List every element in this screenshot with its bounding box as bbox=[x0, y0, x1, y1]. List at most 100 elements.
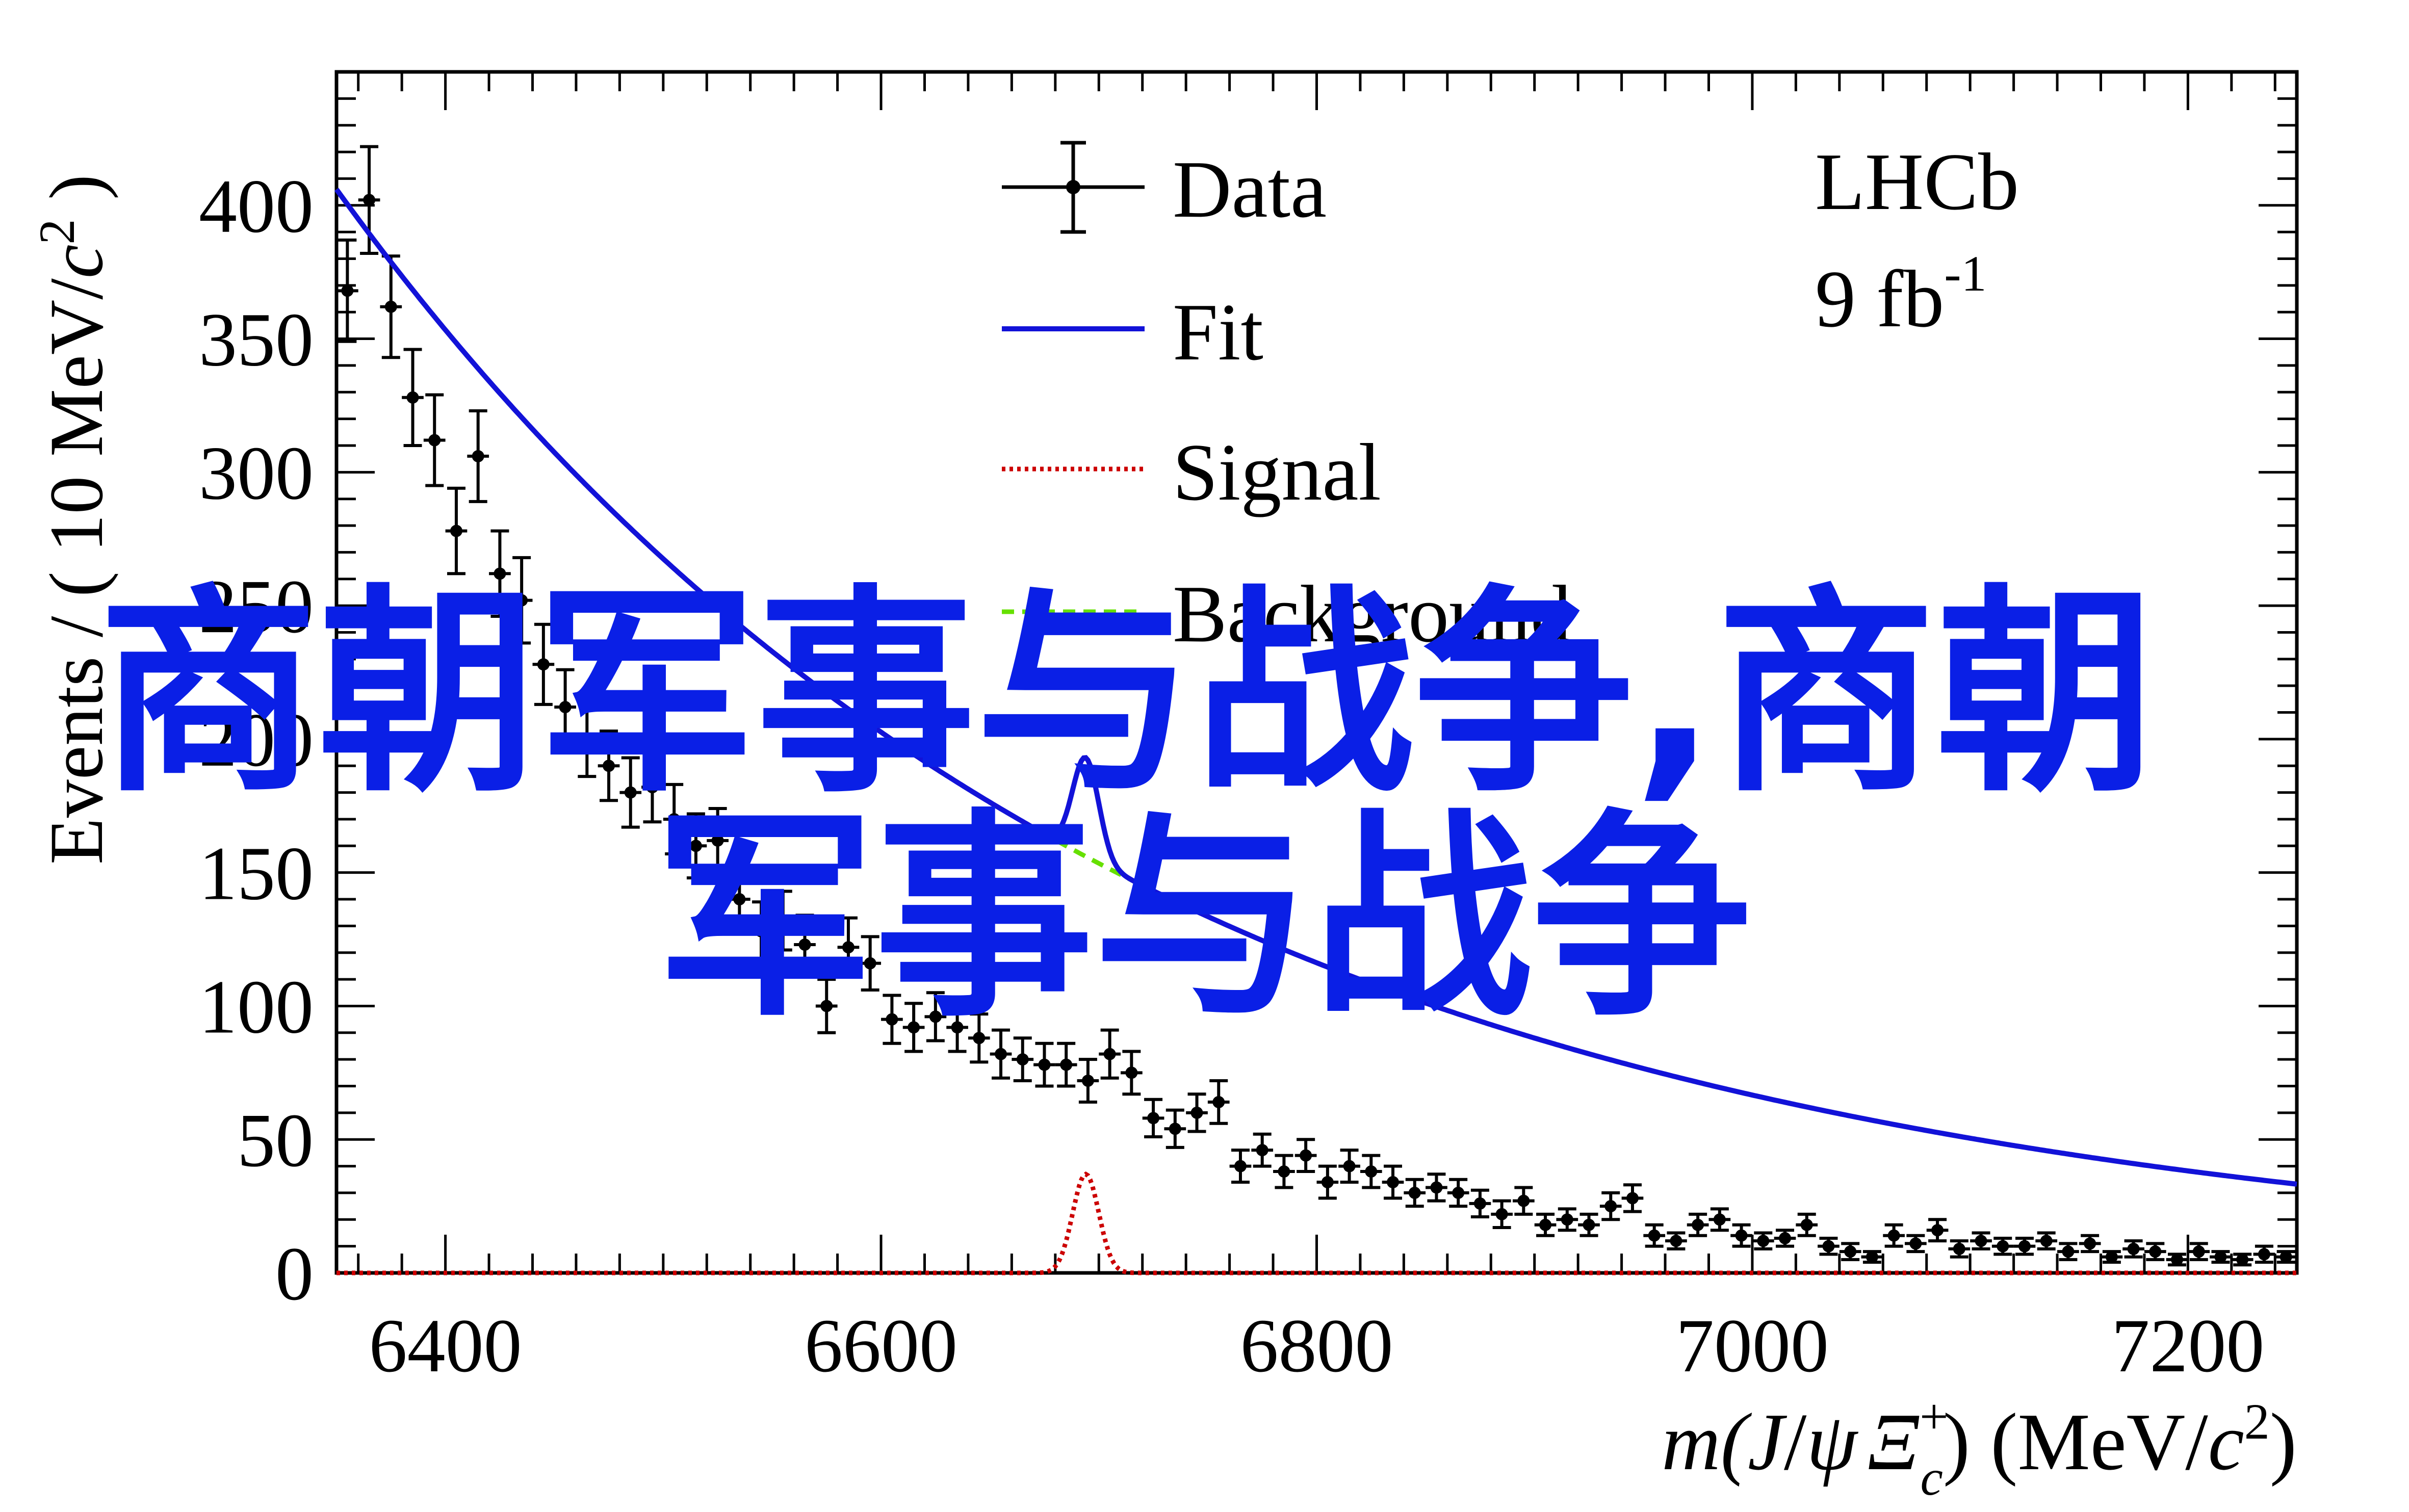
data-point bbox=[1970, 1231, 1992, 1250]
data-point bbox=[1207, 1079, 1230, 1125]
data-point bbox=[423, 393, 446, 487]
data-point bbox=[1665, 1231, 1687, 1250]
legend-label-fit: Fit bbox=[1173, 286, 1263, 377]
data-point bbox=[1991, 1236, 2014, 1256]
data-point bbox=[2166, 1253, 2188, 1267]
data-point bbox=[1708, 1207, 1731, 1232]
data-point bbox=[1404, 1178, 1426, 1208]
fit-curve bbox=[334, 188, 2297, 1187]
x-tick-label: 6400 bbox=[369, 1304, 522, 1388]
data-point bbox=[1643, 1223, 1666, 1248]
data-point bbox=[1861, 1250, 1883, 1264]
legend: Data Fit Signal Background bbox=[1002, 141, 1571, 659]
data-point bbox=[1599, 1191, 1622, 1221]
x-axis-label: m(J/ψ Ξ+ c) (MeV/c2) bbox=[1662, 1388, 2297, 1506]
data-point bbox=[1513, 1186, 1535, 1216]
data-point bbox=[837, 916, 860, 978]
data-point bbox=[2231, 1253, 2253, 1267]
data-point bbox=[1033, 1041, 1055, 1088]
data-point bbox=[2035, 1231, 2058, 1250]
data-point bbox=[1491, 1199, 1513, 1229]
data-point bbox=[1621, 1183, 1644, 1213]
data-point bbox=[1905, 1234, 1927, 1254]
data-point bbox=[1883, 1223, 1905, 1248]
data-point bbox=[1273, 1154, 1295, 1189]
data-point bbox=[1186, 1092, 1208, 1133]
data-point bbox=[2013, 1236, 2036, 1256]
data-point bbox=[402, 348, 424, 447]
axis-ticks bbox=[336, 70, 2297, 1274]
data-point bbox=[1251, 1132, 1274, 1168]
data-point bbox=[794, 914, 816, 976]
data-point bbox=[1469, 1188, 1491, 1219]
data-point bbox=[2210, 1250, 2232, 1264]
data-point bbox=[1316, 1164, 1339, 1200]
data-point bbox=[1730, 1223, 1752, 1248]
legend-entry-data: Data bbox=[1002, 141, 1327, 234]
legend-entry-fit: Fit bbox=[1002, 286, 1263, 377]
data-point bbox=[1338, 1149, 1360, 1184]
data-point bbox=[2275, 1250, 2297, 1264]
data-point bbox=[729, 866, 750, 933]
data-point bbox=[990, 1028, 1012, 1080]
data-point bbox=[1926, 1218, 1949, 1243]
data-point bbox=[1774, 1229, 1796, 1248]
data-point bbox=[902, 1002, 925, 1053]
data-point bbox=[1229, 1149, 1252, 1184]
data-point bbox=[2079, 1234, 2101, 1254]
y-tick-label: 150 bbox=[199, 831, 314, 916]
y-tick-label: 350 bbox=[199, 298, 314, 382]
luminosity-label: 9 fb-1 bbox=[1815, 245, 1987, 344]
legend-label-data: Data bbox=[1173, 144, 1327, 234]
data-point bbox=[1055, 1041, 1077, 1088]
data-point bbox=[2122, 1239, 2144, 1259]
data-point bbox=[1534, 1212, 1557, 1237]
data-point bbox=[1796, 1212, 1818, 1237]
data-point bbox=[1142, 1098, 1164, 1138]
legend-label-background: Background bbox=[1173, 568, 1571, 659]
x-tick-label: 7000 bbox=[1676, 1304, 1829, 1388]
data-point bbox=[859, 935, 882, 992]
data-point bbox=[2101, 1250, 2123, 1264]
data-point bbox=[1556, 1207, 1578, 1232]
data-point bbox=[1164, 1108, 1186, 1149]
data-point bbox=[1447, 1178, 1469, 1208]
data-point bbox=[1578, 1212, 1600, 1237]
x-tick-label: 6600 bbox=[805, 1304, 957, 1388]
data-point bbox=[641, 751, 663, 824]
y-tick-label: 0 bbox=[275, 1232, 314, 1316]
signal-curve bbox=[336, 1171, 2297, 1275]
data-point bbox=[2188, 1242, 2210, 1261]
data-point bbox=[1426, 1172, 1447, 1203]
y-tick-label: 300 bbox=[199, 431, 314, 515]
y-axis-label: Events / ( 10 MeV/c2 ) bbox=[29, 174, 119, 865]
data-point bbox=[1360, 1154, 1382, 1189]
legend-entry-signal: Signal bbox=[1002, 427, 1381, 517]
data-point bbox=[2057, 1242, 2079, 1261]
legend-label-signal: Signal bbox=[1173, 427, 1381, 517]
data-point bbox=[1077, 1058, 1099, 1104]
data-point bbox=[663, 783, 685, 856]
data-point bbox=[336, 238, 358, 343]
data-point bbox=[598, 729, 620, 802]
data-point bbox=[1839, 1242, 1861, 1261]
data-point bbox=[2253, 1244, 2275, 1264]
data-point bbox=[2144, 1242, 2166, 1261]
y-tick-label: 400 bbox=[199, 164, 314, 249]
legend-entry-background: Background bbox=[1002, 568, 1571, 659]
y-tick-label: 200 bbox=[199, 698, 314, 783]
data-point bbox=[445, 486, 468, 576]
data-point bbox=[1099, 1028, 1121, 1080]
x-tick-label: 6800 bbox=[1240, 1304, 1393, 1388]
data-point bbox=[968, 1012, 990, 1064]
experiment-label: LHCb bbox=[1815, 136, 2019, 227]
data-point bbox=[1294, 1138, 1317, 1174]
y-tick-label: 250 bbox=[199, 564, 314, 649]
data-point bbox=[924, 991, 947, 1042]
data-points bbox=[334, 145, 2297, 1267]
data-point bbox=[1121, 1050, 1143, 1096]
data-point bbox=[576, 700, 598, 778]
data-point bbox=[707, 807, 729, 874]
data-point bbox=[619, 756, 642, 829]
